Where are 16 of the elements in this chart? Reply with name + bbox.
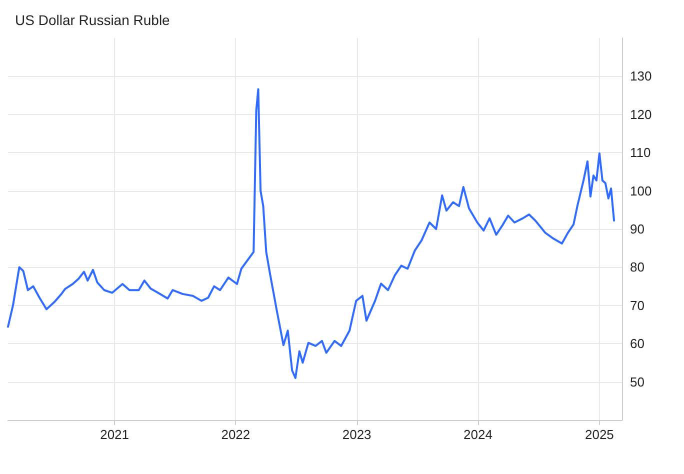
x-tick-label: 2024 bbox=[464, 427, 492, 442]
chart-title: US Dollar Russian Ruble bbox=[15, 12, 170, 28]
y-tick-label: 110 bbox=[630, 145, 651, 160]
y-tick-label: 70 bbox=[630, 298, 644, 313]
x-tick-label: 2021 bbox=[100, 427, 129, 442]
y-tick-label: 60 bbox=[630, 336, 644, 352]
y-tick-label: 80 bbox=[630, 260, 644, 275]
y-tick-label: 120 bbox=[630, 106, 652, 122]
x-tick-label: 2023 bbox=[342, 427, 372, 442]
y-tick-label: 50 bbox=[630, 374, 644, 390]
y-tick-label: 100 bbox=[630, 183, 652, 198]
x-tick-label: 2022 bbox=[221, 427, 250, 442]
y-tick-label: 90 bbox=[630, 222, 644, 236]
line-series bbox=[7, 88, 616, 379]
x-tick-label: 2025 bbox=[584, 427, 614, 442]
y-tick-label: 130 bbox=[630, 68, 652, 84]
